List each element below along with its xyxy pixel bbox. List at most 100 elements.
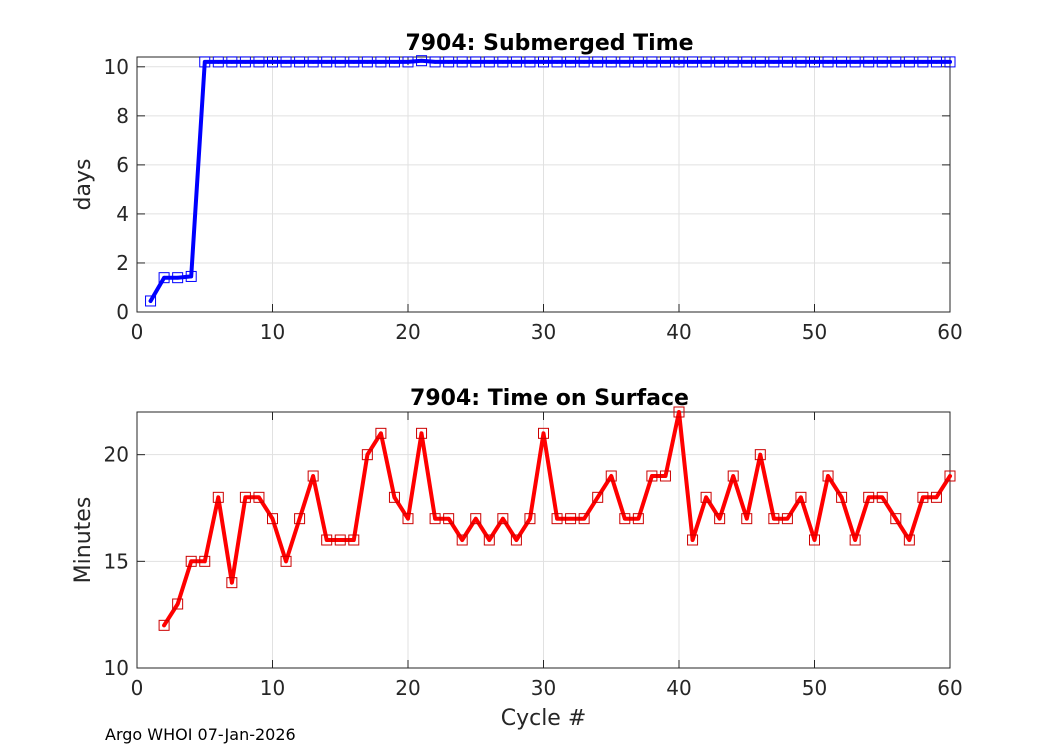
data-point-dot xyxy=(609,474,614,478)
data-point-dot xyxy=(284,60,288,64)
y-axis-label: days xyxy=(71,159,96,211)
data-point xyxy=(632,56,644,68)
data-point-dot xyxy=(162,623,166,628)
data-point xyxy=(388,491,400,503)
data-point xyxy=(524,56,536,68)
data-point xyxy=(361,449,373,461)
data-point xyxy=(592,56,604,68)
data-point-dot xyxy=(921,495,925,500)
data-point xyxy=(172,272,184,284)
data-point-dot xyxy=(717,516,722,521)
y-tick-label: 10 xyxy=(104,55,129,79)
data-point xyxy=(687,534,699,546)
data-point-dot xyxy=(744,516,749,521)
data-point xyxy=(294,56,306,68)
data-point xyxy=(809,56,820,68)
data-point-dot xyxy=(433,60,437,64)
data-point-dot xyxy=(663,60,668,64)
data-point-dot xyxy=(880,495,885,500)
data-point-dot xyxy=(555,60,559,64)
x-tick-label: 60 xyxy=(937,320,962,344)
data-point xyxy=(944,56,956,68)
data-point xyxy=(402,56,414,68)
data-point xyxy=(348,534,360,546)
data-point-dot xyxy=(704,495,708,500)
data-point-dot xyxy=(812,60,817,64)
x-tick-label: 20 xyxy=(395,676,420,700)
x-tick-label: 10 xyxy=(260,676,285,700)
x-tick-label: 50 xyxy=(802,320,827,344)
data-point xyxy=(741,56,753,68)
data-point-dot xyxy=(785,516,790,521)
data-point xyxy=(402,513,414,525)
data-point-dot xyxy=(880,60,885,64)
data-point xyxy=(375,427,387,439)
data-point-dot xyxy=(175,602,180,606)
y-tick-label: 6 xyxy=(116,153,129,177)
data-point xyxy=(294,513,306,525)
data-point xyxy=(578,513,590,525)
data-point xyxy=(619,513,631,525)
data-point-dot xyxy=(352,538,356,542)
data-point xyxy=(158,272,170,284)
data-point xyxy=(646,470,658,482)
data-point-dot xyxy=(284,559,288,564)
data-point xyxy=(890,56,902,68)
x-tick-label: 60 xyxy=(937,676,962,700)
data-point-dot xyxy=(731,474,735,478)
data-point-dot xyxy=(650,60,654,64)
data-point-dot xyxy=(772,60,776,64)
data-point-dot xyxy=(717,60,722,64)
data-point-dot xyxy=(473,516,478,521)
data-point xyxy=(239,56,251,68)
data-point-dot xyxy=(446,60,451,64)
data-point-dot xyxy=(690,60,695,64)
data-point xyxy=(226,56,238,68)
data-point-dot xyxy=(162,275,166,280)
data-point-dot xyxy=(379,60,383,64)
data-point-dot xyxy=(392,495,397,500)
data-point-dot xyxy=(636,516,641,521)
chart-title: 7904: Time on Surface xyxy=(410,386,689,411)
x-tick-label: 0 xyxy=(131,320,144,344)
data-point xyxy=(443,513,455,525)
data-point-dot xyxy=(230,580,234,585)
data-point xyxy=(375,56,387,68)
data-point xyxy=(822,470,834,482)
data-point-dot xyxy=(948,474,952,478)
data-point xyxy=(795,491,807,503)
data-point-dot xyxy=(501,516,505,521)
x-tick-label: 30 xyxy=(531,320,556,344)
data-point xyxy=(659,56,671,68)
data-point-dot xyxy=(433,516,437,521)
data-point xyxy=(727,56,739,68)
data-point xyxy=(836,56,848,68)
data-point xyxy=(470,56,482,68)
data-point-dot xyxy=(894,516,898,521)
data-point-dot xyxy=(907,60,912,64)
data-point xyxy=(849,56,861,68)
data-point xyxy=(822,56,834,68)
data-point-dot xyxy=(650,474,654,478)
data-point-dot xyxy=(595,495,600,500)
data-point-dot xyxy=(324,60,329,64)
data-point-dot xyxy=(202,559,207,564)
data-point-dot xyxy=(365,60,370,64)
y-tick-label: 4 xyxy=(116,202,129,226)
data-point xyxy=(876,491,888,503)
data-point xyxy=(212,56,224,68)
data-point xyxy=(361,56,373,68)
data-point-dot xyxy=(406,516,410,521)
data-point xyxy=(510,534,522,546)
y-tick-label: 20 xyxy=(104,443,129,467)
data-point-dot xyxy=(541,60,546,64)
data-point-dot xyxy=(379,431,383,436)
data-point xyxy=(551,56,563,68)
data-point-dot xyxy=(839,495,844,500)
data-point-dot xyxy=(555,516,559,521)
data-point xyxy=(443,56,455,68)
data-point xyxy=(185,555,197,567)
data-point-dot xyxy=(148,299,153,303)
data-point-dot xyxy=(257,495,261,500)
data-point xyxy=(809,534,820,546)
